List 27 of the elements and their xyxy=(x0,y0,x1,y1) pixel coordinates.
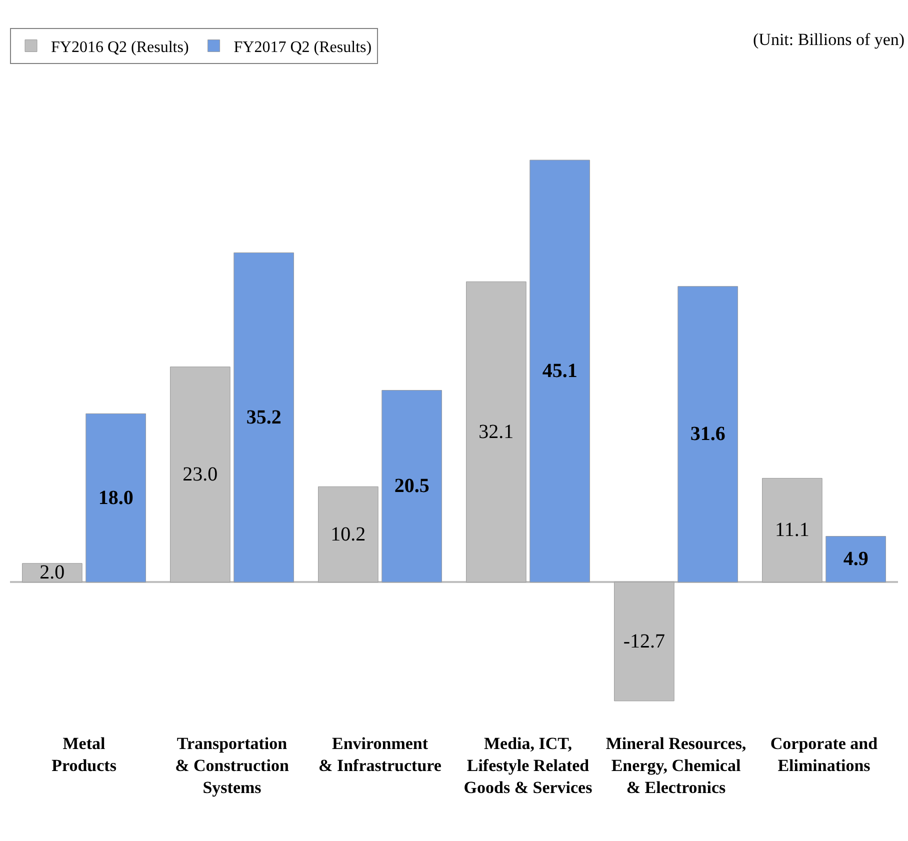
x-tick-label: Metal Products xyxy=(52,734,117,776)
data-label: 4.9 xyxy=(843,548,868,570)
legend-label: FY2017 Q2 (Results) xyxy=(234,38,372,56)
x-tick-label: Transportation & Construction Systems xyxy=(175,734,290,798)
data-label: 32.1 xyxy=(478,420,514,443)
data-label: 45.1 xyxy=(542,360,578,382)
bar xyxy=(86,413,146,582)
bar xyxy=(382,390,442,582)
bar xyxy=(826,536,886,582)
data-label: 23.0 xyxy=(182,463,218,486)
x-tick-label: Media, ICT, Lifestyle Related Goods & Services xyxy=(464,734,593,798)
bar xyxy=(678,286,738,582)
x-tick-label: Mineral Resources, Energy, Chemical & Electronics xyxy=(606,734,746,798)
data-label: 35.2 xyxy=(246,406,282,428)
data-label: -12.7 xyxy=(623,630,666,653)
x-tick-label: Corporate and Eliminations xyxy=(770,734,878,776)
data-label: 31.6 xyxy=(690,423,726,446)
bar xyxy=(530,160,590,582)
data-label: 11.1 xyxy=(775,519,810,542)
bar xyxy=(234,252,294,582)
text: (Unit: Billions of yen) xyxy=(753,30,905,49)
data-label: 20.5 xyxy=(394,475,430,498)
legend-label: FY2016 Q2 (Results) xyxy=(51,38,189,56)
data-label: 2.0 xyxy=(40,562,65,584)
x-tick-label: Environment & Infrastructure xyxy=(318,734,442,776)
data-label: 18.0 xyxy=(98,486,134,509)
data-label: 10.2 xyxy=(330,523,366,546)
